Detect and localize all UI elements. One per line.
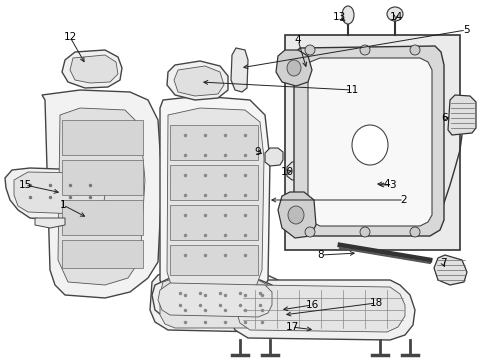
Ellipse shape xyxy=(305,45,314,55)
Polygon shape xyxy=(62,120,142,155)
Text: 12: 12 xyxy=(63,32,77,42)
Polygon shape xyxy=(35,218,65,228)
Polygon shape xyxy=(170,165,258,200)
Polygon shape xyxy=(42,90,162,298)
Polygon shape xyxy=(158,283,271,317)
Text: 15: 15 xyxy=(19,180,32,190)
Polygon shape xyxy=(160,278,272,328)
Text: 9: 9 xyxy=(254,147,261,157)
Text: 8: 8 xyxy=(317,250,324,260)
Polygon shape xyxy=(14,172,105,214)
Text: 2: 2 xyxy=(400,195,407,205)
Polygon shape xyxy=(447,95,475,135)
Polygon shape xyxy=(170,205,258,240)
Ellipse shape xyxy=(359,45,369,55)
Polygon shape xyxy=(275,50,311,86)
Polygon shape xyxy=(170,125,258,160)
Text: 4: 4 xyxy=(294,35,301,45)
Text: 13: 13 xyxy=(332,12,345,22)
Text: 10: 10 xyxy=(280,167,293,177)
Polygon shape xyxy=(271,305,291,324)
Bar xyxy=(285,35,459,250)
Text: 16: 16 xyxy=(305,300,318,310)
Text: 6: 6 xyxy=(441,113,447,123)
Ellipse shape xyxy=(287,206,304,224)
Polygon shape xyxy=(230,48,247,92)
Polygon shape xyxy=(293,46,443,236)
Polygon shape xyxy=(62,160,142,195)
Polygon shape xyxy=(167,108,264,300)
Ellipse shape xyxy=(305,227,314,237)
Ellipse shape xyxy=(359,227,369,237)
Polygon shape xyxy=(70,55,118,83)
Polygon shape xyxy=(170,245,258,275)
Text: 5: 5 xyxy=(462,25,468,35)
Polygon shape xyxy=(62,50,122,88)
Polygon shape xyxy=(229,280,414,340)
Ellipse shape xyxy=(409,45,419,55)
Polygon shape xyxy=(58,108,145,285)
Polygon shape xyxy=(62,200,142,235)
Text: 18: 18 xyxy=(368,298,382,308)
Polygon shape xyxy=(286,162,305,180)
Polygon shape xyxy=(150,272,283,332)
Polygon shape xyxy=(278,192,315,238)
Polygon shape xyxy=(152,278,278,322)
Text: 3: 3 xyxy=(388,180,394,190)
Polygon shape xyxy=(433,255,466,285)
Polygon shape xyxy=(307,58,431,226)
Polygon shape xyxy=(236,285,404,332)
Polygon shape xyxy=(174,66,224,96)
Ellipse shape xyxy=(386,7,402,21)
Text: 4: 4 xyxy=(383,179,389,189)
Text: 11: 11 xyxy=(345,85,358,95)
Ellipse shape xyxy=(351,125,387,165)
Text: 14: 14 xyxy=(388,12,402,22)
Text: 1: 1 xyxy=(60,200,66,210)
Polygon shape xyxy=(5,168,112,222)
Polygon shape xyxy=(167,61,227,100)
Polygon shape xyxy=(264,148,283,166)
Ellipse shape xyxy=(286,60,301,76)
Polygon shape xyxy=(160,96,269,312)
Ellipse shape xyxy=(409,227,419,237)
Text: 17: 17 xyxy=(285,322,298,332)
Text: 7: 7 xyxy=(439,258,446,268)
Ellipse shape xyxy=(341,6,353,24)
Polygon shape xyxy=(62,240,142,268)
